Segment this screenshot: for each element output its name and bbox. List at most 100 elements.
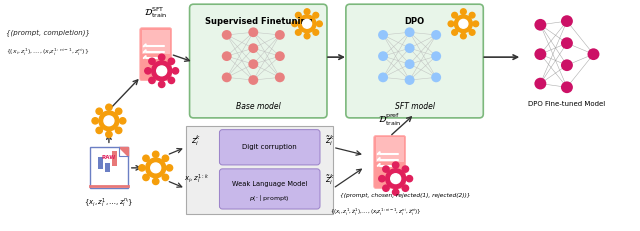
- Circle shape: [145, 68, 151, 74]
- Circle shape: [431, 73, 441, 82]
- Circle shape: [534, 78, 547, 89]
- FancyBboxPatch shape: [346, 4, 483, 118]
- Circle shape: [166, 165, 173, 171]
- Text: $\{(x_i, z_i^1, \tilde{z}_i^1), \ldots, (x_i z_i^{1:n_i-1}, z_i^{n_i}, \tilde{z}: $\{(x_i, z_i^1, \tilde{z}_i^1), \ldots, …: [330, 206, 422, 218]
- Circle shape: [534, 48, 547, 60]
- Text: RAW: RAW: [102, 155, 116, 160]
- Circle shape: [452, 30, 458, 35]
- Circle shape: [378, 73, 388, 82]
- Circle shape: [461, 9, 467, 15]
- Text: Supervised Finetuning: Supervised Finetuning: [205, 17, 312, 26]
- Circle shape: [159, 54, 165, 61]
- Circle shape: [163, 174, 168, 181]
- Circle shape: [431, 30, 441, 40]
- Circle shape: [392, 189, 399, 195]
- Circle shape: [104, 116, 114, 126]
- Circle shape: [313, 30, 319, 35]
- Circle shape: [157, 66, 166, 76]
- Polygon shape: [119, 147, 128, 156]
- Circle shape: [459, 19, 468, 28]
- Text: DPO: DPO: [404, 17, 425, 26]
- Circle shape: [106, 104, 112, 110]
- Text: {(prompt, chosen, rejected(1), rejected(2))}: {(prompt, chosen, rejected(1), rejected(…: [340, 193, 470, 198]
- Circle shape: [303, 19, 312, 28]
- Circle shape: [143, 155, 149, 161]
- Circle shape: [298, 15, 316, 33]
- Circle shape: [152, 61, 172, 81]
- Circle shape: [106, 131, 112, 137]
- Circle shape: [143, 174, 149, 181]
- FancyBboxPatch shape: [374, 136, 406, 188]
- Circle shape: [151, 163, 161, 173]
- Circle shape: [390, 174, 401, 184]
- Circle shape: [402, 166, 408, 172]
- Circle shape: [383, 166, 389, 172]
- Circle shape: [248, 43, 259, 53]
- Circle shape: [148, 77, 155, 84]
- Circle shape: [404, 75, 415, 85]
- Circle shape: [248, 75, 259, 85]
- Circle shape: [152, 178, 159, 185]
- Circle shape: [159, 81, 165, 88]
- Circle shape: [146, 158, 166, 178]
- Circle shape: [454, 15, 472, 33]
- Text: Weak Language Model: Weak Language Model: [232, 181, 307, 187]
- Circle shape: [139, 165, 145, 171]
- Circle shape: [248, 27, 259, 37]
- Circle shape: [275, 51, 285, 61]
- Circle shape: [152, 151, 159, 158]
- Text: $\{(x_i, z_i^1), \ldots, (x_i z_i^{1:n_i-1}, z_i^{n_i})\}$: $\{(x_i, z_i^1), \ldots, (x_i z_i^{1:n_i…: [6, 46, 90, 58]
- Circle shape: [148, 58, 155, 64]
- Text: $p(\cdot \mid \mathrm{prompt})$: $p(\cdot \mid \mathrm{prompt})$: [250, 193, 290, 203]
- Circle shape: [313, 12, 319, 18]
- FancyBboxPatch shape: [376, 137, 404, 162]
- Text: Base model: Base model: [236, 102, 281, 111]
- Text: DPO Fine-tuned Model: DPO Fine-tuned Model: [528, 101, 605, 107]
- Circle shape: [473, 21, 479, 27]
- Circle shape: [222, 73, 232, 82]
- FancyBboxPatch shape: [90, 147, 128, 188]
- Circle shape: [448, 21, 454, 27]
- Circle shape: [168, 77, 175, 84]
- Circle shape: [431, 51, 441, 61]
- Circle shape: [96, 108, 102, 114]
- Circle shape: [378, 30, 388, 40]
- Circle shape: [304, 9, 310, 15]
- Circle shape: [561, 37, 573, 49]
- Circle shape: [378, 51, 388, 61]
- Circle shape: [172, 68, 179, 74]
- Circle shape: [222, 51, 232, 61]
- Circle shape: [561, 81, 573, 93]
- Circle shape: [163, 155, 168, 161]
- Circle shape: [534, 19, 547, 31]
- FancyBboxPatch shape: [186, 126, 333, 214]
- Text: $\tilde{z}_i^k$: $\tilde{z}_i^k$: [325, 172, 335, 187]
- Circle shape: [296, 12, 301, 18]
- Circle shape: [461, 33, 467, 39]
- Circle shape: [296, 30, 301, 35]
- Circle shape: [402, 185, 408, 191]
- FancyBboxPatch shape: [189, 4, 327, 118]
- Circle shape: [404, 43, 415, 53]
- Circle shape: [561, 59, 573, 71]
- Text: $x_i, z_i^{1:k}$: $x_i, z_i^{1:k}$: [184, 173, 209, 186]
- FancyBboxPatch shape: [142, 30, 170, 54]
- Circle shape: [92, 118, 99, 124]
- Circle shape: [561, 15, 573, 27]
- Circle shape: [248, 59, 259, 69]
- Circle shape: [392, 162, 399, 168]
- Circle shape: [317, 21, 323, 27]
- Circle shape: [115, 108, 122, 114]
- Circle shape: [452, 12, 458, 18]
- Circle shape: [222, 30, 232, 40]
- Circle shape: [379, 176, 385, 182]
- Circle shape: [386, 169, 406, 188]
- Circle shape: [469, 30, 475, 35]
- Text: {(prompt, completion)}: {(prompt, completion)}: [6, 29, 90, 36]
- Bar: [98, 157, 103, 169]
- Circle shape: [99, 111, 119, 131]
- Text: SFT model: SFT model: [395, 102, 435, 111]
- Circle shape: [275, 73, 285, 82]
- Circle shape: [120, 118, 126, 124]
- Circle shape: [96, 127, 102, 134]
